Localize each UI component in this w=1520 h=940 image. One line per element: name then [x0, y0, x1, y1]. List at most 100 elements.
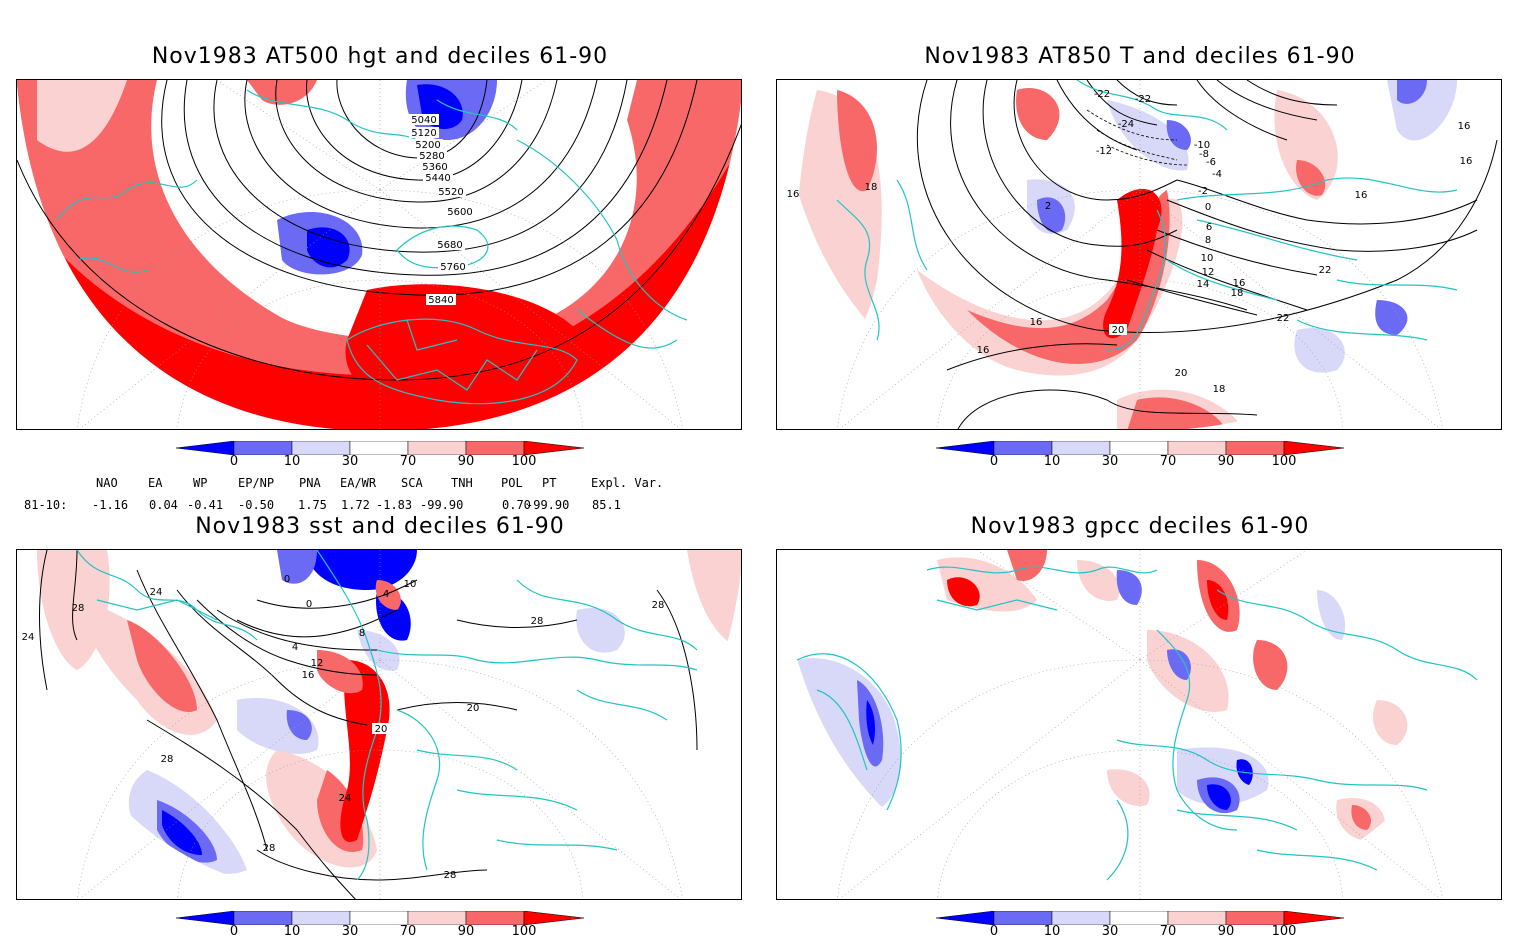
contour-label: 10	[404, 579, 417, 590]
map-sst: 24 24 28 28 28 28 0 0 4 4 8 10 12 16 20 …	[17, 550, 741, 899]
index-value: -99.90	[420, 498, 464, 512]
contour-label: 5040	[411, 115, 436, 126]
contour-label: 5440	[425, 173, 450, 184]
contour-label: 22	[1277, 313, 1290, 324]
contour-label: 16	[1030, 317, 1043, 328]
colorbar-tick: 30	[1101, 454, 1119, 469]
contour-label: 24	[339, 793, 352, 804]
index-row-label: 81-10:	[24, 498, 68, 512]
index-header: EA/WR	[340, 476, 377, 490]
panel-title-t850: Nov1983 AT850 T and deciles 61-90	[924, 44, 1356, 69]
contour-label: 28	[72, 603, 85, 614]
panel-title-gpcc: Nov1983 gpcc deciles 61-90	[970, 514, 1310, 539]
colorbar-tick: 0	[989, 454, 999, 469]
contour-label: 16	[787, 189, 800, 200]
contour-label: 5200	[415, 140, 440, 151]
colorbar-tick: 100	[1271, 454, 1297, 469]
index-header: SCA	[401, 476, 423, 490]
contour-label: -4	[1212, 169, 1222, 180]
contour-label: 12	[1202, 267, 1215, 278]
colorbar-hgt500: 0 10 30 70 90 100	[175, 440, 586, 474]
map-panel-gpcc	[776, 549, 1502, 900]
contour-label: -10	[1194, 140, 1210, 151]
contour-label: 10	[1201, 253, 1214, 264]
contour-label: -2	[1198, 186, 1208, 197]
colorbar-tick: 90	[1217, 454, 1235, 469]
colorbar-tick: 10	[283, 454, 301, 469]
contour-label: 4	[383, 589, 389, 600]
colorbar-tick: 100	[511, 924, 537, 939]
contour-label: 5520	[438, 187, 463, 198]
contour-label: 20	[1112, 325, 1125, 336]
index-header: POL	[501, 476, 523, 490]
index-header: TNH	[451, 476, 473, 490]
contour-label: -24	[1118, 119, 1134, 130]
contour-label: 16	[1233, 278, 1246, 289]
contour-label: -8	[1199, 149, 1209, 160]
index-value: -1.83	[376, 498, 413, 512]
contour-label: 22	[1319, 265, 1332, 276]
colorbar-tick: 0	[229, 924, 239, 939]
contour-label: 12	[311, 658, 324, 669]
index-header: PT	[542, 476, 557, 490]
panel-title-hgt500: Nov1983 AT500 hgt and deciles 61-90	[151, 44, 609, 69]
colorbar-tick: 0	[989, 924, 999, 939]
index-header: WP	[193, 476, 208, 490]
colorbar-tick: 30	[341, 924, 359, 939]
contour-label: 18	[1231, 288, 1244, 299]
index-header: EA	[148, 476, 163, 490]
colorbar-tick: 30	[1101, 924, 1119, 939]
index-value: -99.90	[526, 498, 570, 512]
contour-label: 28	[444, 870, 457, 881]
colorbar-tick: 100	[1271, 924, 1297, 939]
index-value: 0.70	[502, 498, 531, 512]
contour-label: 20	[1175, 368, 1188, 379]
contour-label: 5600	[447, 207, 472, 218]
index-value: -0.41	[187, 498, 224, 512]
contour-label: 0	[284, 574, 290, 585]
contour-label: 28	[263, 843, 276, 854]
colorbar-sst: 0 10 30 70 90 100	[175, 910, 586, 940]
panel-title-sst: Nov1983 sst and deciles 61-90	[195, 514, 565, 539]
map-t850: -22 -22 -24 -12 -10 -8 -6 -4 -2 0 2 6 8 …	[777, 80, 1501, 429]
index-value: 85.1	[592, 498, 621, 512]
contour-label: 16	[1355, 190, 1368, 201]
colorbar-tick: 100	[511, 454, 537, 469]
map-panel-sst: 24 24 28 28 28 28 0 0 4 4 8 10 12 16 20 …	[16, 549, 742, 900]
index-header: NAO	[96, 476, 118, 490]
index-value: -1.16	[92, 498, 129, 512]
contour-label: 16	[977, 345, 990, 356]
colorbar-t850: 0 10 30 70 90 100	[935, 440, 1346, 474]
contour-label: 5280	[419, 151, 444, 162]
map-panel-t850: -22 -22 -24 -12 -10 -8 -6 -4 -2 0 2 6 8 …	[776, 79, 1502, 430]
map-hgt500: 5040 5120 5200 5280 5360 5440 5520 5600 …	[17, 80, 741, 429]
contour-label: 28	[531, 616, 544, 627]
contour-label: 24	[22, 632, 35, 643]
contour-label: 18	[865, 182, 878, 193]
colorbar-tick: 30	[341, 454, 359, 469]
contour-label: 5360	[422, 162, 447, 173]
contour-label: 14	[1197, 279, 1210, 290]
contour-label: 20	[467, 703, 480, 714]
colorbar-swatches	[935, 440, 1345, 456]
contour-label: 5840	[428, 295, 453, 306]
colorbar-tick: 90	[457, 924, 475, 939]
colorbar-swatches	[935, 910, 1345, 926]
colorbar-gpcc: 0 10 30 70 90 100	[935, 910, 1346, 940]
contour-label: 0	[1205, 202, 1211, 213]
contour-label: 2	[1045, 201, 1051, 212]
colorbar-tick: 70	[1159, 454, 1177, 469]
map-panel-hgt500: 5040 5120 5200 5280 5360 5440 5520 5600 …	[16, 79, 742, 430]
colorbar-tick: 90	[1217, 924, 1235, 939]
contour-label: 5120	[411, 128, 436, 139]
colorbar-tick: 70	[399, 454, 417, 469]
map-gpcc	[777, 550, 1501, 899]
colorbar-tick: 10	[283, 924, 301, 939]
index-value: 0.04	[149, 498, 178, 512]
contour-label: -22	[1135, 94, 1151, 105]
colorbar-tick: 70	[399, 924, 417, 939]
contour-label: -12	[1096, 146, 1112, 157]
contour-label: 6	[1206, 222, 1212, 233]
index-header: PNA	[299, 476, 321, 490]
contour-label: 5760	[440, 262, 465, 273]
